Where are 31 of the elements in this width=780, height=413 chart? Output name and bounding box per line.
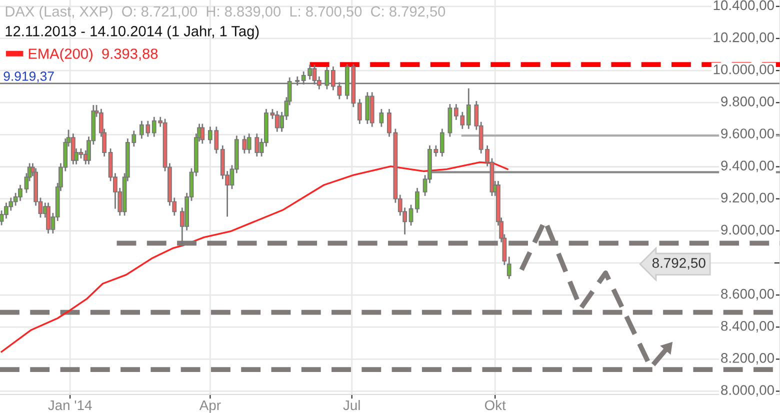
x-tick-label: Jul [343,400,360,410]
y-tick-label: 9.800,00 [721,96,774,108]
candlestick [70,132,76,166]
y-tick-label: 10.200,00 [714,32,774,44]
candlestick [415,187,420,214]
legend-label: EMA(200) 9.393,88 [28,48,158,62]
y-tick-label: 8.200,00 [721,353,774,365]
y-tick-label: 9.000,00 [721,224,774,236]
candlestick [387,108,392,138]
line-series [0,161,508,353]
y-tick-label: 8.000,00 [721,385,774,397]
y-tick-label: 8.400,00 [721,320,774,332]
candlestick [357,98,362,125]
y-tick-label: 9.600,00 [721,128,774,140]
candlestick [440,128,444,158]
y-tick-label: 9.200,00 [721,192,774,204]
candlestick [466,88,471,130]
candlestick [506,256,512,280]
ref-line-label: 9.919,37 [4,72,54,82]
annotation: 8.792,50 [652,258,706,270]
y-tick-label: 9.400,00 [721,160,774,172]
candlestick [379,108,384,128]
y-tick-label: 10.000,00 [714,64,774,76]
x-tick-label: Apr [199,400,221,413]
x-tick-label: Jan '14 [48,400,92,410]
x-tick-label: Okt [484,400,506,410]
y-tick-label: 8.600,00 [721,288,774,300]
candlestick [408,204,414,226]
y-tick-label: 10.400,00 [714,0,774,12]
chart-title: DAX (Last, XXP) O: 8.721,00 H: 8.839,00 L: 8.700,50 C: 8.792,50 [6,6,446,20]
text: 12.11.2013 - 14.10.2014 (1 Jahr, 1 Tag) [6,26,259,40]
